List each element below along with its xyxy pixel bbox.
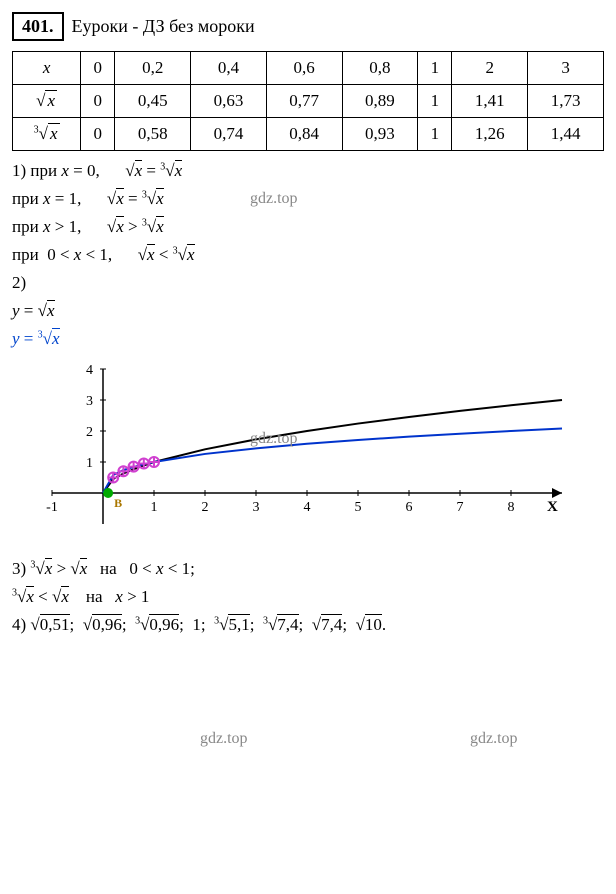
p1-rel: √x = 3√x xyxy=(125,161,182,180)
p3-line1: 3) 3√x > √x на 0 < x < 1; xyxy=(12,559,604,579)
td: 1,26 xyxy=(452,118,528,151)
watermark: gdz.top xyxy=(470,730,518,748)
svg-text:X: X xyxy=(547,499,558,515)
legend-sqrt: y = √x xyxy=(12,301,604,321)
p1-rel: √x = 3√x xyxy=(107,189,164,208)
p1-line: при x = 1, √x = 3√x xyxy=(12,189,604,209)
td: 0 xyxy=(81,118,115,151)
th-x: x xyxy=(13,52,81,85)
table-row-header: x 0 0,2 0,4 0,6 0,8 1 2 3 xyxy=(13,52,604,85)
svg-text:2: 2 xyxy=(202,500,209,515)
p1-cond: при 0 < x < 1, xyxy=(12,245,112,264)
td: 1,44 xyxy=(528,118,604,151)
td: 0,89 xyxy=(342,85,418,118)
problem-number: 401. xyxy=(12,12,64,41)
p2-label: 2) xyxy=(12,273,604,293)
svg-text:3: 3 xyxy=(253,500,260,515)
p1-cond: при x = 0, xyxy=(30,161,99,180)
svg-text:7: 7 xyxy=(457,500,464,515)
svg-text:-1: -1 xyxy=(46,500,58,515)
td: 0 xyxy=(81,85,115,118)
part-4: 4) √0,51; √0,96; 3√0,96; 1; 3√5,1; 3√7,4… xyxy=(12,615,604,635)
svg-text:6: 6 xyxy=(406,500,413,515)
svg-text:B: B xyxy=(114,496,122,510)
table-row-cbrt: 3√x 0 0,58 0,74 0,84 0,93 1 1,26 1,44 xyxy=(13,118,604,151)
th: 0 xyxy=(81,52,115,85)
th: 0,6 xyxy=(266,52,342,85)
table-row-sqrt: √x 0 0,45 0,63 0,77 0,89 1 1,41 1,73 xyxy=(13,85,604,118)
values-table: x 0 0,2 0,4 0,6 0,8 1 2 3 √x 0 0,45 0,63… xyxy=(12,51,604,151)
chart: -1 1 2 3 4 5 6 7 8 X 1 2 3 4 B xyxy=(12,359,604,549)
svg-text:2: 2 xyxy=(86,425,93,440)
td: 0,63 xyxy=(191,85,267,118)
p1-cond: при x = 1, xyxy=(12,189,81,208)
p1-rel: √x > 3√x xyxy=(107,217,164,236)
rh-sqrt: √x xyxy=(13,85,81,118)
p1-line: при x > 1, √x > 3√x xyxy=(12,217,604,237)
svg-text:4: 4 xyxy=(304,500,311,515)
p3-label: 3) xyxy=(12,559,26,578)
svg-text:3: 3 xyxy=(86,394,93,409)
th: 2 xyxy=(452,52,528,85)
p1-line: 1) при x = 0, √x = 3√x xyxy=(12,161,604,181)
td: 0,58 xyxy=(115,118,191,151)
part-3: 3) 3√x > √x на 0 < x < 1; 3√x < √x на x … xyxy=(12,559,604,607)
td: 0,84 xyxy=(266,118,342,151)
svg-text:8: 8 xyxy=(508,500,515,515)
svg-text:5: 5 xyxy=(355,500,362,515)
td: 0,77 xyxy=(266,85,342,118)
td: 1 xyxy=(418,118,452,151)
td: 0,74 xyxy=(191,118,267,151)
svg-text:1: 1 xyxy=(151,500,158,515)
td: 1,73 xyxy=(528,85,604,118)
p1-label: 1) xyxy=(12,161,26,180)
chart-svg: -1 1 2 3 4 5 6 7 8 X 1 2 3 4 B xyxy=(12,359,572,549)
p4-label: 4) xyxy=(12,615,26,634)
svg-text:4: 4 xyxy=(86,363,93,378)
legend-cbrt: y = 3√x xyxy=(12,329,604,349)
svg-text:1: 1 xyxy=(86,456,93,471)
header-text: Еуроки - ДЗ без мороки xyxy=(72,16,255,37)
td: 1,41 xyxy=(452,85,528,118)
part-1: 1) при x = 0, √x = 3√x при x = 1, √x = 3… xyxy=(12,161,604,265)
header: 401. Еуроки - ДЗ без мороки xyxy=(12,12,604,41)
p3-line2: 3√x < √x на x > 1 xyxy=(12,587,604,607)
p1-line: при 0 < x < 1, √x < 3√x xyxy=(12,245,604,265)
td: 1 xyxy=(418,85,452,118)
th: 0,8 xyxy=(342,52,418,85)
td: 0,45 xyxy=(115,85,191,118)
th: 3 xyxy=(528,52,604,85)
p1-cond: при x > 1, xyxy=(12,217,81,236)
th: 0,2 xyxy=(115,52,191,85)
th: 0,4 xyxy=(191,52,267,85)
th: 1 xyxy=(418,52,452,85)
p1-rel: √x < 3√x xyxy=(138,245,195,264)
rh-cbrt: 3√x xyxy=(13,118,81,151)
watermark: gdz.top xyxy=(200,730,248,748)
part-2: 2) y = √x y = 3√x xyxy=(12,273,604,349)
td: 0,93 xyxy=(342,118,418,151)
